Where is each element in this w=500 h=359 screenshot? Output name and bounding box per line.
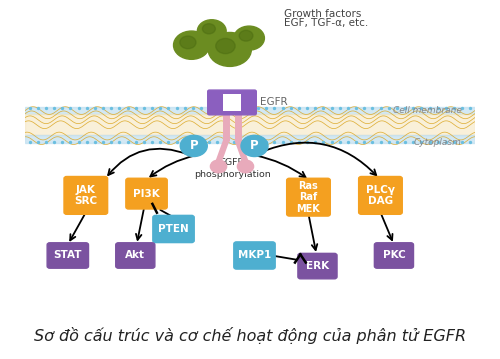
Bar <box>25 135 475 143</box>
FancyBboxPatch shape <box>286 178 331 216</box>
Text: JAK
SRC: JAK SRC <box>74 185 98 206</box>
Circle shape <box>198 20 226 42</box>
Text: PTEN: PTEN <box>158 224 189 234</box>
Circle shape <box>238 160 254 173</box>
Text: EGFR: EGFR <box>260 97 287 107</box>
Text: Growth factors: Growth factors <box>284 9 361 19</box>
FancyBboxPatch shape <box>234 242 275 269</box>
Text: Akt: Akt <box>126 251 146 261</box>
Bar <box>222 94 242 111</box>
Circle shape <box>216 38 235 54</box>
FancyBboxPatch shape <box>47 243 88 268</box>
Text: Sơ đồ cấu trúc và cơ chế hoạt động của phân tử EGFR: Sơ đồ cấu trúc và cơ chế hoạt động của p… <box>34 327 466 344</box>
Circle shape <box>208 32 252 66</box>
Text: PKC: PKC <box>382 251 406 261</box>
Text: P: P <box>190 139 198 153</box>
Circle shape <box>241 135 268 157</box>
Text: P: P <box>250 139 259 153</box>
Text: Ras
Raf
MEK: Ras Raf MEK <box>296 181 320 214</box>
Bar <box>25 114 475 135</box>
Circle shape <box>239 30 253 41</box>
FancyBboxPatch shape <box>126 178 167 209</box>
FancyBboxPatch shape <box>64 177 108 214</box>
Circle shape <box>234 26 264 50</box>
FancyBboxPatch shape <box>374 243 414 268</box>
Text: EGFR
phosphorylation: EGFR phosphorylation <box>194 158 270 179</box>
Text: Cell membrane: Cell membrane <box>392 106 462 115</box>
Circle shape <box>180 36 196 49</box>
Text: Cytoplasm: Cytoplasm <box>414 138 462 147</box>
Text: STAT: STAT <box>54 251 82 261</box>
Bar <box>25 107 475 114</box>
Text: EGF, TGF-α, etc.: EGF, TGF-α, etc. <box>284 18 368 28</box>
FancyBboxPatch shape <box>208 90 256 115</box>
Text: ERK: ERK <box>306 261 329 271</box>
FancyBboxPatch shape <box>153 215 194 243</box>
Text: PI3K: PI3K <box>133 188 160 199</box>
Circle shape <box>210 160 226 173</box>
Text: MKP1: MKP1 <box>238 251 271 261</box>
Circle shape <box>202 24 215 34</box>
FancyBboxPatch shape <box>298 253 337 279</box>
Text: PLCγ
DAG: PLCγ DAG <box>366 185 395 206</box>
FancyBboxPatch shape <box>116 243 155 268</box>
FancyBboxPatch shape <box>358 177 403 214</box>
Circle shape <box>174 31 210 59</box>
Circle shape <box>180 135 208 157</box>
